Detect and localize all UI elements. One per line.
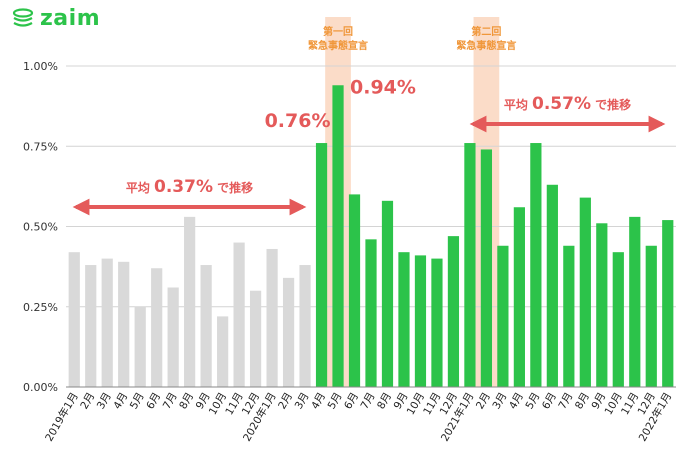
bar (101, 258, 113, 387)
bar (365, 239, 377, 387)
bar (513, 207, 525, 387)
bar (645, 245, 657, 387)
bar (612, 252, 624, 387)
y-tick-label: 0.00% (23, 381, 58, 394)
bar (332, 85, 344, 387)
average-prefix: 平均 (126, 180, 154, 195)
bar (233, 242, 245, 387)
bar (546, 184, 558, 387)
bar (200, 265, 212, 387)
bar (68, 252, 80, 387)
brand-name: zaim (40, 6, 101, 31)
bar (596, 223, 608, 387)
bar (184, 216, 196, 387)
bar (662, 220, 674, 387)
highlight-label: 緊急事態宣言 (308, 39, 368, 52)
average-suffix: で推移 (213, 180, 253, 195)
average-value: 0.37% (154, 177, 213, 197)
bar (480, 149, 493, 387)
bar (464, 143, 476, 387)
brand-logo: zaim (12, 6, 100, 31)
y-tick-label: 0.25% (23, 301, 58, 314)
x-tick-label: 3月 (491, 391, 510, 412)
x-tick-label: 5月 (326, 391, 345, 412)
x-tick-label: 5月 (523, 391, 542, 412)
bar (249, 290, 262, 387)
average-value: 0.57% (532, 94, 591, 114)
coin-stack-icon (12, 7, 34, 27)
bar (530, 143, 542, 387)
y-tick-label: 0.75% (23, 140, 58, 153)
data-label: 0.94% (350, 76, 416, 98)
bar (151, 268, 163, 387)
data-label: 0.76% (265, 110, 331, 132)
bar (414, 255, 427, 387)
bar (381, 200, 394, 387)
bar (167, 287, 179, 387)
x-tick-label: 6月 (342, 391, 361, 412)
bar (282, 277, 295, 387)
x-tick-label: 4月 (111, 391, 130, 412)
x-tick-label: 5月 (128, 391, 147, 412)
x-tick-label: 7月 (161, 391, 180, 412)
bar (134, 306, 146, 387)
highlight-label: 第二回 (471, 25, 501, 38)
x-tick-label: 3月 (95, 391, 114, 412)
x-tick-label: 7月 (556, 391, 575, 412)
x-tick-label: 6月 (144, 391, 163, 412)
average-prefix: 平均 (504, 97, 532, 112)
x-tick-label: 2月 (276, 391, 295, 412)
x-tick-label: 8月 (573, 391, 592, 412)
x-tick-label: 2019年1月 (42, 390, 80, 444)
x-tick-label: 3月 (293, 391, 312, 412)
highlight-label: 緊急事態宣言 (456, 39, 516, 52)
bar (447, 236, 460, 387)
x-tick-label: 6月 (540, 391, 559, 412)
x-tick-label: 8月 (375, 391, 394, 412)
y-tick-label: 1.00% (23, 60, 58, 73)
x-tick-label: 2月 (78, 391, 97, 412)
bar (315, 143, 328, 387)
bar (266, 248, 278, 387)
average-suffix: で推移 (591, 97, 631, 112)
bar (629, 216, 641, 387)
bar (398, 252, 410, 387)
x-tick-label: 2月 (474, 391, 493, 412)
x-tick-label: 8月 (177, 391, 196, 412)
bar (431, 258, 443, 387)
bar (579, 197, 591, 387)
highlight-label: 第一回 (323, 25, 353, 38)
y-tick-label: 0.50% (23, 221, 58, 234)
bar (563, 245, 575, 387)
average-label: 平均 0.57% で推移 (504, 94, 631, 114)
average-label: 平均 0.37% で推移 (126, 177, 253, 197)
bar (348, 194, 361, 387)
bar (118, 261, 130, 387)
bar (85, 265, 97, 387)
x-tick-label: 4月 (309, 391, 328, 412)
bar (299, 265, 311, 387)
x-tick-label: 7月 (359, 391, 378, 412)
bar (217, 316, 229, 387)
bar (497, 245, 509, 387)
x-tick-label: 4月 (507, 391, 526, 412)
